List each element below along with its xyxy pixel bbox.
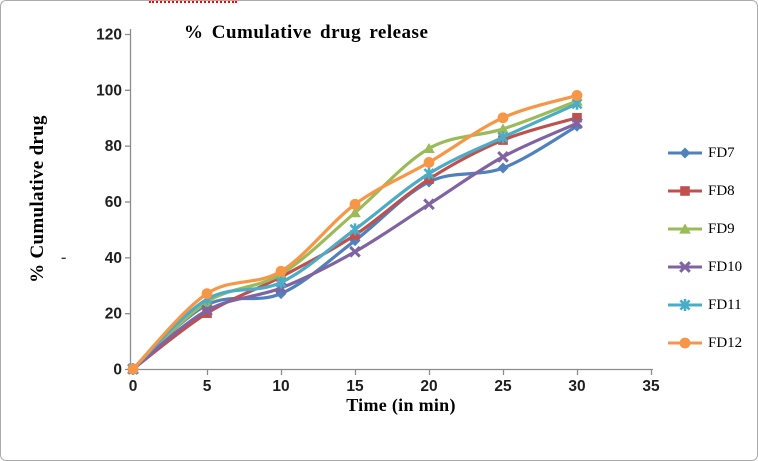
x-axis-label: Time (in min) bbox=[346, 395, 456, 415]
data-point-marker-circle bbox=[275, 265, 287, 277]
legend-swatch-asterisk-icon bbox=[668, 299, 702, 311]
data-point-marker-asterisk bbox=[275, 276, 287, 289]
y-tick-label: 40 bbox=[105, 250, 122, 267]
legend-swatch-triangle-icon bbox=[668, 223, 702, 234]
series-FD12 bbox=[127, 90, 583, 375]
data-point-marker-asterisk bbox=[679, 299, 691, 311]
data-point-marker-x bbox=[201, 304, 213, 317]
y-tick-label: 0 bbox=[113, 362, 122, 379]
data-point-marker-triangle bbox=[423, 142, 435, 154]
data-point-marker-triangle bbox=[679, 223, 691, 234]
y-tick-label: 60 bbox=[105, 194, 122, 211]
series-FD10 bbox=[127, 117, 583, 375]
y-tick-label: 100 bbox=[96, 82, 122, 99]
chart-legend: FD7 FD8 FD9 FD10 FD11 FD12 bbox=[667, 134, 742, 362]
data-point-marker-asterisk bbox=[349, 223, 361, 236]
data-point-marker-x bbox=[679, 261, 691, 273]
data-point-marker-x bbox=[571, 117, 583, 130]
legend-label: FD9 bbox=[708, 220, 735, 237]
series-FD11 bbox=[127, 97, 583, 375]
data-point-marker-square bbox=[572, 112, 582, 123]
data-point-marker-circle bbox=[201, 288, 213, 300]
x-tick-label: 25 bbox=[494, 378, 512, 395]
data-point-marker-circle bbox=[679, 337, 691, 349]
y-axis-artifact-dash: - bbox=[61, 249, 67, 266]
legend-swatch-square-icon bbox=[668, 186, 702, 196]
legend-label: FD12 bbox=[708, 334, 743, 351]
legend-label: FD10 bbox=[708, 258, 743, 275]
data-point-marker-x bbox=[423, 198, 435, 211]
data-point-marker-asterisk bbox=[423, 167, 435, 180]
y-tick-label: 80 bbox=[105, 138, 122, 155]
y-tick-label: 20 bbox=[105, 306, 122, 323]
data-point-marker-circle bbox=[423, 157, 435, 168]
x-tick-label: 35 bbox=[642, 378, 660, 395]
data-point-marker-circle bbox=[497, 112, 509, 124]
data-point-marker-triangle bbox=[497, 123, 509, 134]
legend-swatch-diamond-icon bbox=[668, 147, 702, 159]
legend-item-FD10: FD10 bbox=[667, 248, 742, 286]
legend-item-FD11: FD11 bbox=[667, 286, 742, 324]
legend-item-FD8: FD8 bbox=[667, 172, 742, 210]
data-point-marker-square bbox=[680, 186, 690, 196]
legend-swatch-circle-icon bbox=[668, 337, 702, 349]
x-tick-label: 30 bbox=[568, 378, 585, 395]
series-line-FD10 bbox=[131, 121, 579, 371]
legend-item-FD12: FD12 bbox=[667, 324, 742, 362]
data-point-marker-circle bbox=[349, 198, 361, 210]
legend-item-FD7: FD7 bbox=[667, 134, 742, 172]
data-point-marker-x bbox=[349, 245, 361, 258]
x-tick-label: 10 bbox=[272, 378, 289, 395]
chart-title: % Cumulative drug release bbox=[184, 22, 429, 43]
data-point-marker-circle bbox=[127, 363, 139, 375]
x-tick-label: 20 bbox=[420, 378, 437, 395]
y-tick-label: 120 bbox=[96, 27, 122, 44]
spellcheck-dotted-line bbox=[149, 1, 237, 3]
series-line-FD7 bbox=[131, 124, 579, 371]
legend-label: FD11 bbox=[708, 296, 742, 313]
legend-item-FD9: FD9 bbox=[667, 210, 742, 248]
data-point-marker-triangle bbox=[349, 207, 361, 218]
data-point-marker-square bbox=[202, 308, 212, 318]
legend-label: FD8 bbox=[708, 182, 735, 199]
data-point-marker-circle bbox=[571, 90, 583, 101]
legend-label: FD7 bbox=[708, 144, 735, 161]
series-FD7 bbox=[127, 120, 583, 375]
data-point-marker-diamond bbox=[497, 162, 509, 174]
data-point-marker-diamond bbox=[679, 147, 691, 159]
x-tick-label: 0 bbox=[129, 378, 138, 395]
x-tick-label: 15 bbox=[346, 378, 364, 395]
data-point-marker-asterisk bbox=[497, 131, 509, 144]
data-point-marker-x bbox=[497, 150, 509, 163]
legend-swatch-x-icon bbox=[668, 261, 702, 273]
x-tick-label: 5 bbox=[203, 378, 212, 395]
